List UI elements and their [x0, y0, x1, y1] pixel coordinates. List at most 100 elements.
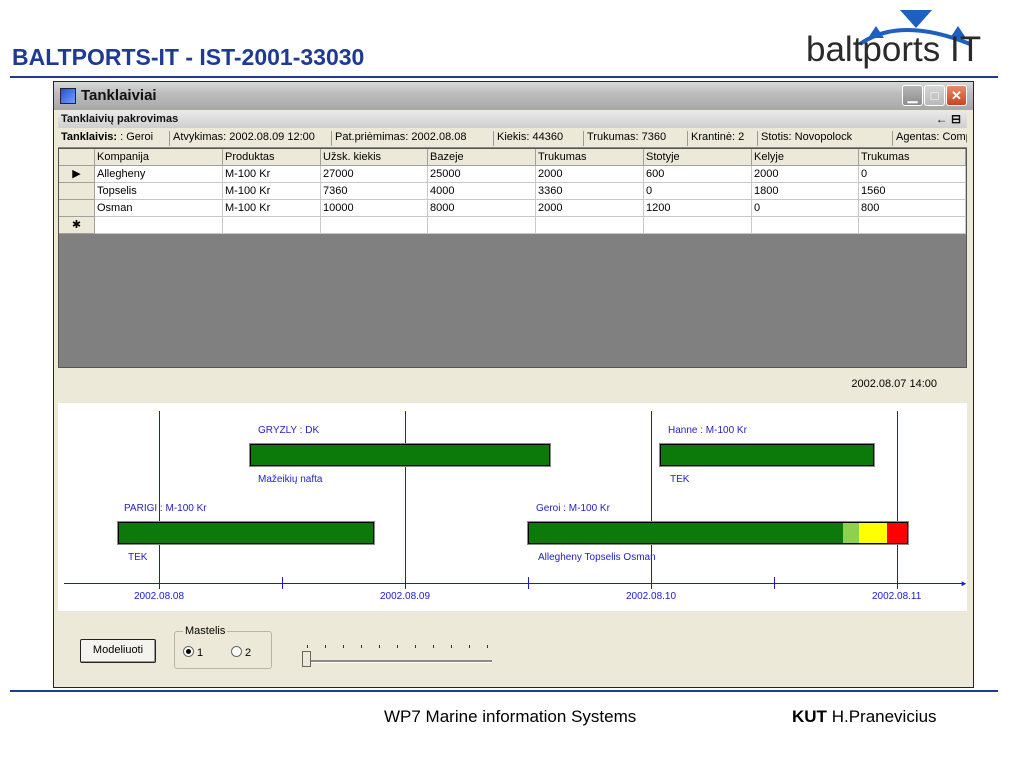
segment-light	[843, 523, 859, 543]
scale-slider[interactable]	[298, 637, 498, 667]
row-selector[interactable]: ▶	[59, 166, 95, 183]
table-cell[interactable]: 4000	[428, 183, 536, 200]
new-row-cell[interactable]	[428, 217, 536, 234]
table-cell[interactable]: M-100 Kr	[223, 166, 321, 183]
info-priemimas: Pat.priėmimas: 2002.08.08	[332, 131, 494, 146]
column-header[interactable]: Bazeje	[428, 149, 536, 166]
table-cell[interactable]: 1560	[859, 183, 966, 200]
info-kiekis: Kiekis: 44360	[494, 131, 584, 146]
tanklaiviai-window: Tanklaiviai ▁ □ ✕ Tanklaivių pakrovimas …	[53, 81, 974, 688]
row-selector[interactable]	[59, 183, 95, 200]
new-row-cell[interactable]	[752, 217, 859, 234]
slide-title: BALTPORTS-IT - IST-2001-33030	[12, 44, 365, 70]
table-cell[interactable]: 10000	[321, 200, 428, 217]
table-cell[interactable]: M-100 Kr	[223, 183, 321, 200]
segment-red	[887, 523, 907, 543]
table-cell[interactable]: 27000	[321, 166, 428, 183]
axis-arrow-icon: ►	[960, 579, 968, 588]
bar-top-label: PARIGI : M-100 Kr	[124, 503, 207, 514]
column-header[interactable]: Trukumas	[859, 149, 966, 166]
close-button[interactable]: ✕	[946, 85, 967, 106]
bar-bottom-label: TEK	[128, 552, 148, 563]
slider-tick	[325, 645, 326, 648]
slider-tick	[379, 645, 380, 648]
day-line	[159, 411, 160, 583]
axis-date: 2002.08.11	[872, 591, 922, 602]
table-cell[interactable]: 2000	[752, 166, 859, 183]
panel-title: Tanklaivių pakrovimas	[61, 113, 179, 125]
table-cell[interactable]: 7360	[321, 183, 428, 200]
table-cell[interactable]: Allegheny	[95, 166, 223, 183]
bar-top-label: Geroi : M-100 Kr	[536, 503, 610, 514]
table-cell[interactable]: 0	[859, 166, 966, 183]
slider-tick	[451, 645, 452, 648]
bar-top-label: GRYZLY : DK	[258, 425, 320, 436]
row-selector[interactable]: ✱	[59, 217, 95, 234]
maximize-button[interactable]: □	[924, 85, 945, 106]
baltports-logo	[858, 10, 971, 46]
new-row-cell[interactable]	[223, 217, 321, 234]
bar-bottom-label: TEK	[670, 474, 690, 485]
table-cell[interactable]: 2000	[536, 200, 644, 217]
window-titlebar[interactable]: Tanklaiviai ▁ □ ✕	[54, 82, 973, 110]
footer-project: WP7 Marine information Systems	[384, 707, 637, 726]
slider-thumb[interactable]	[302, 651, 311, 667]
table-cell[interactable]: 0	[644, 183, 752, 200]
controls-bar: Modeliuoti Mastelis 1 2	[58, 611, 967, 685]
loading-grid: Kompanija Produktas Užsk. kiekis Bazeje Truk…	[58, 148, 967, 368]
table-cell[interactable]: 8000	[428, 200, 536, 217]
axis-date: 2002.08.09	[380, 591, 431, 602]
new-row-cell[interactable]	[321, 217, 428, 234]
new-row-cell[interactable]	[859, 217, 966, 234]
new-row-cell[interactable]	[644, 217, 752, 234]
slider-tick	[343, 645, 344, 648]
table-cell[interactable]: 3360	[536, 183, 644, 200]
table-cell[interactable]: 1800	[752, 183, 859, 200]
slider-tick	[361, 645, 362, 648]
berth-bar[interactable]	[659, 443, 875, 467]
new-row-cell[interactable]	[95, 217, 223, 234]
timeline-header: 2002.08.07 14:00	[58, 368, 967, 403]
modeliuoti-button[interactable]: Modeliuoti	[80, 639, 156, 663]
table-cell[interactable]: Osman	[95, 200, 223, 217]
slider-tick	[433, 645, 434, 648]
row-selector[interactable]	[59, 200, 95, 217]
table-cell[interactable]: 600	[644, 166, 752, 183]
tanker-info-row: Tanklaivis: : Geroi Atvykimas: 2002.08.0…	[58, 130, 967, 148]
table-cell[interactable]: 800	[859, 200, 966, 217]
table-cell[interactable]: M-100 Kr	[223, 200, 321, 217]
day-line	[897, 411, 898, 583]
table-cell[interactable]: 25000	[428, 166, 536, 183]
current-timestamp: 2002.08.07 14:00	[851, 378, 937, 390]
column-header[interactable]: Užsk. kiekis	[321, 149, 428, 166]
scale-radio-2[interactable]: 2	[231, 646, 251, 659]
column-header[interactable]: Produktas	[223, 149, 321, 166]
table-cell[interactable]: Topselis	[95, 183, 223, 200]
axis-tick	[651, 577, 652, 589]
berth-bar[interactable]	[249, 443, 551, 467]
slider-track	[306, 660, 492, 663]
table-cell[interactable]: 1200	[644, 200, 752, 217]
day-line	[405, 411, 406, 583]
column-header[interactable]: Trukumas	[536, 149, 644, 166]
column-header[interactable]: Kelyje	[752, 149, 859, 166]
scale-radio-1[interactable]: 1	[183, 646, 203, 659]
footer-rule	[10, 690, 998, 692]
info-tanklaivis: Tanklaivis: : Geroi	[58, 131, 170, 146]
new-row-cell[interactable]	[536, 217, 644, 234]
berth-bar-geroi[interactable]	[527, 521, 909, 545]
column-header[interactable]: Stotyje	[644, 149, 752, 166]
axis-date: 2002.08.08	[134, 591, 185, 602]
minimize-button[interactable]: ▁	[902, 85, 923, 106]
slider-tick	[397, 645, 398, 648]
panel-pin-icon[interactable]: ← ⊟	[935, 112, 961, 126]
berth-bar[interactable]	[117, 521, 375, 545]
bar-top-label: Hanne : M-100 Kr	[668, 425, 747, 436]
column-header[interactable]: Kompanija	[95, 149, 223, 166]
axis-date: 2002.08.10	[626, 591, 677, 602]
slider-tick	[307, 645, 308, 648]
table-cell[interactable]: 2000	[536, 166, 644, 183]
table-cell[interactable]: 0	[752, 200, 859, 217]
mastelis-group: Mastelis 1 2	[174, 625, 272, 669]
slider-tick	[487, 645, 488, 648]
